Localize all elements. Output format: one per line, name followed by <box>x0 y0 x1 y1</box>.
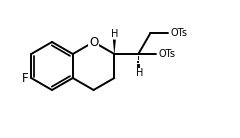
Text: O: O <box>89 35 98 48</box>
Text: OTs: OTs <box>158 49 175 59</box>
Text: H: H <box>111 29 118 39</box>
Text: H: H <box>136 68 143 78</box>
Polygon shape <box>113 40 116 54</box>
Text: OTs: OTs <box>170 28 187 38</box>
Text: F: F <box>22 71 28 84</box>
